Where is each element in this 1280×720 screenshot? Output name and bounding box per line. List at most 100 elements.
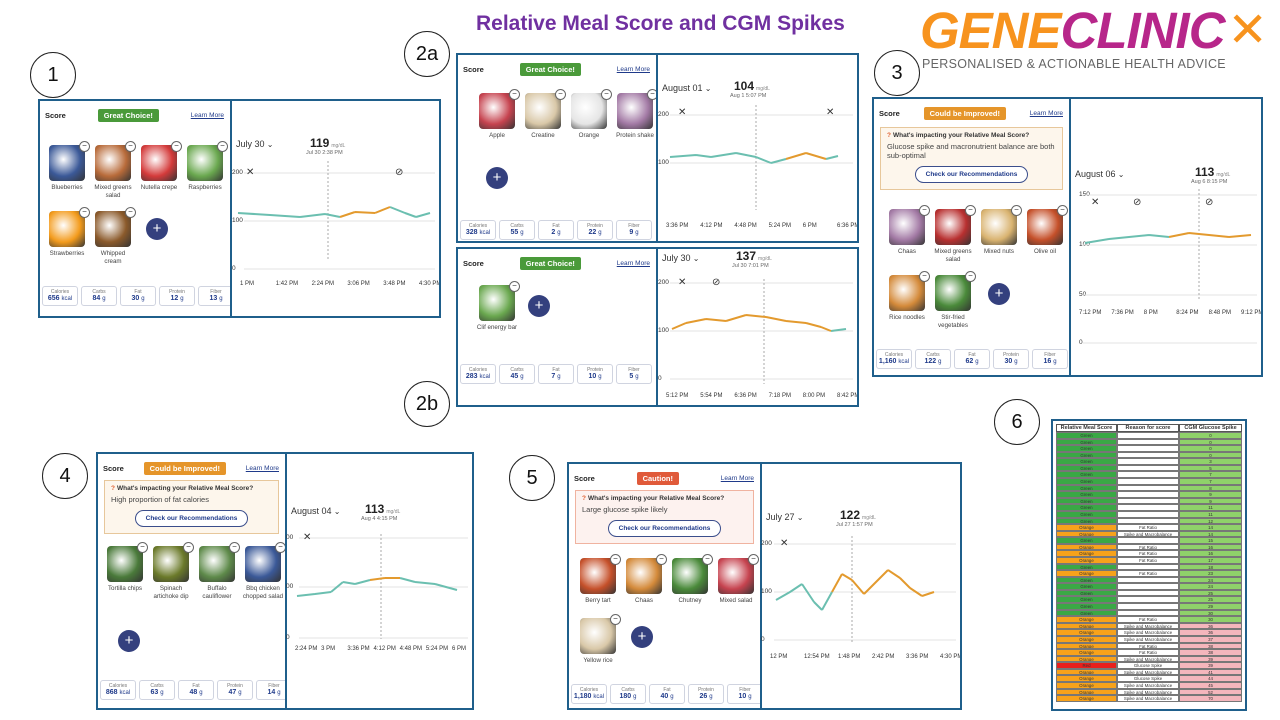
food-item[interactable]: − Mixed nuts: [978, 205, 1022, 256]
food-item[interactable]: − Berry tart: [577, 554, 621, 605]
nutrition-box: Protein 22 g: [577, 220, 613, 240]
x-tick: 7:18 PM: [768, 393, 791, 399]
table-header-spike: CGM Glucose Spike: [1179, 424, 1242, 432]
remove-item-icon[interactable]: −: [509, 89, 520, 100]
table-row: Green 8: [1056, 484, 1242, 492]
panel-p1: Score Great Choice! Learn More − Blueber…: [38, 99, 441, 318]
date-selector[interactable]: July 30: [236, 139, 273, 149]
learn-more-link[interactable]: Learn More: [720, 474, 754, 482]
reason-cell: Fat Ratio: [1117, 570, 1180, 577]
date-selector[interactable]: July 27: [766, 512, 803, 522]
score-callout: ? What's impacting your Relative Meal Sco…: [104, 480, 279, 534]
food-item[interactable]: − Stir-fried vegetables: [932, 271, 976, 330]
nutrition-summary: Calories 283 kcal Carbs 45 g Fat 7 g Protein 10…: [460, 364, 656, 384]
learn-more-link[interactable]: Learn More: [190, 111, 224, 119]
food-item[interactable]: − Creatine: [522, 89, 566, 140]
glucose-curve: [1083, 189, 1257, 344]
food-name: Mixed greens salad: [94, 184, 132, 199]
table-row: Orange Fat Ratio 16: [1056, 543, 1242, 551]
reason-cell: [1117, 596, 1180, 604]
callout-text: Glucose spike and macronutrient balance …: [887, 142, 1055, 160]
remove-item-icon[interactable]: −: [601, 89, 612, 100]
remove-item-icon[interactable]: −: [610, 614, 621, 625]
remove-item-icon[interactable]: −: [275, 542, 285, 553]
meal-icon: ✕: [780, 538, 789, 549]
food-item[interactable]: − Rice noodles: [886, 271, 930, 322]
food-item[interactable]: − Chutney: [669, 554, 713, 605]
food-item[interactable]: − Orange: [568, 89, 612, 140]
remove-item-icon[interactable]: −: [217, 141, 228, 152]
remove-item-icon[interactable]: −: [555, 89, 566, 100]
score-cell: Green: [1056, 464, 1118, 472]
food-item[interactable]: − Chaas: [623, 554, 667, 605]
food-item[interactable]: − Strawberries: [46, 207, 90, 258]
glucose-time: Aug 4 4:15 PM: [361, 516, 398, 522]
remove-item-icon[interactable]: −: [509, 281, 520, 292]
learn-more-link[interactable]: Learn More: [616, 259, 650, 267]
add-food-button[interactable]: +: [118, 630, 140, 652]
food-item[interactable]: − Buffalo cauliflower: [196, 542, 240, 601]
add-food-button[interactable]: +: [988, 283, 1010, 305]
food-item[interactable]: − Bbq chicken chopped salad: [242, 542, 285, 601]
remove-item-icon[interactable]: −: [125, 207, 136, 218]
food-item[interactable]: − Olive oil: [1024, 205, 1068, 256]
add-food-button[interactable]: +: [631, 626, 653, 648]
remove-item-icon[interactable]: −: [610, 554, 621, 565]
date-selector[interactable]: July 30: [662, 253, 699, 263]
remove-item-icon[interactable]: −: [79, 207, 90, 218]
remove-item-icon[interactable]: −: [965, 205, 976, 216]
x-tick: 9:12 PM: [1241, 310, 1261, 316]
food-item[interactable]: − Raspberries: [184, 141, 228, 192]
food-item[interactable]: − Whipped cream: [92, 207, 136, 266]
food-item[interactable]: − Spinach artichoke dip: [150, 542, 194, 601]
food-item[interactable]: − Blueberries: [46, 141, 90, 192]
spike-cell: 39: [1179, 655, 1242, 663]
spike-cell: 36: [1179, 629, 1242, 636]
remove-item-icon[interactable]: −: [79, 141, 90, 152]
date-selector[interactable]: August 06: [1075, 169, 1124, 179]
add-food-button[interactable]: +: [146, 218, 168, 240]
remove-item-icon[interactable]: −: [656, 554, 667, 565]
remove-item-icon[interactable]: −: [647, 89, 656, 100]
add-food-button[interactable]: +: [486, 167, 508, 189]
food-item[interactable]: − Mixed greens salad: [932, 205, 976, 264]
remove-item-icon[interactable]: −: [748, 554, 759, 565]
food-item[interactable]: − Apple: [476, 89, 520, 140]
food-item[interactable]: − Chaas: [886, 205, 930, 256]
date-selector[interactable]: August 01: [662, 83, 711, 93]
food-item[interactable]: − Clif energy bar: [476, 281, 520, 332]
learn-more-link[interactable]: Learn More: [245, 464, 279, 472]
remove-item-icon[interactable]: −: [183, 542, 194, 553]
remove-item-icon[interactable]: −: [125, 141, 136, 152]
recommendations-button[interactable]: Check our Recommendations: [134, 510, 249, 527]
score-cell: Orange: [1056, 695, 1118, 702]
food-image: −: [617, 89, 656, 129]
add-food-button[interactable]: +: [528, 295, 550, 317]
food-item[interactable]: − Protein shake: [614, 89, 656, 140]
food-item[interactable]: − Yellow rice: [577, 614, 621, 665]
recommendations-button[interactable]: Check our Recommendations: [914, 166, 1029, 183]
food-item[interactable]: − Nutella crepe: [138, 141, 182, 192]
reason-cell: Fat Ratio: [1117, 550, 1180, 557]
remove-item-icon[interactable]: −: [965, 271, 976, 282]
remove-item-icon[interactable]: −: [702, 554, 713, 565]
table-row: Orange Spike and Macrobalance 14: [1056, 530, 1242, 538]
food-item[interactable]: − Mixed greens salad: [92, 141, 136, 200]
remove-item-icon[interactable]: −: [1057, 205, 1068, 216]
food-name: Strawberries: [49, 250, 85, 257]
remove-item-icon[interactable]: −: [137, 542, 148, 553]
learn-more-link[interactable]: Learn More: [1029, 109, 1063, 117]
reason-cell: Spike and Macrobalance: [1117, 629, 1180, 636]
date-selector[interactable]: August 04: [291, 506, 340, 516]
learn-more-link[interactable]: Learn More: [616, 65, 650, 73]
remove-item-icon[interactable]: −: [919, 205, 930, 216]
food-item[interactable]: − Tortilla chips: [104, 542, 148, 593]
food-item[interactable]: − Mixed salad: [715, 554, 759, 605]
remove-item-icon[interactable]: −: [919, 271, 930, 282]
remove-item-icon[interactable]: −: [229, 542, 240, 553]
recommendations-button[interactable]: Check our Recommendations: [607, 520, 722, 537]
spike-cell: 25: [1179, 589, 1242, 597]
remove-item-icon[interactable]: −: [171, 141, 182, 152]
y-tick: 0: [232, 265, 236, 272]
remove-item-icon[interactable]: −: [1011, 205, 1022, 216]
